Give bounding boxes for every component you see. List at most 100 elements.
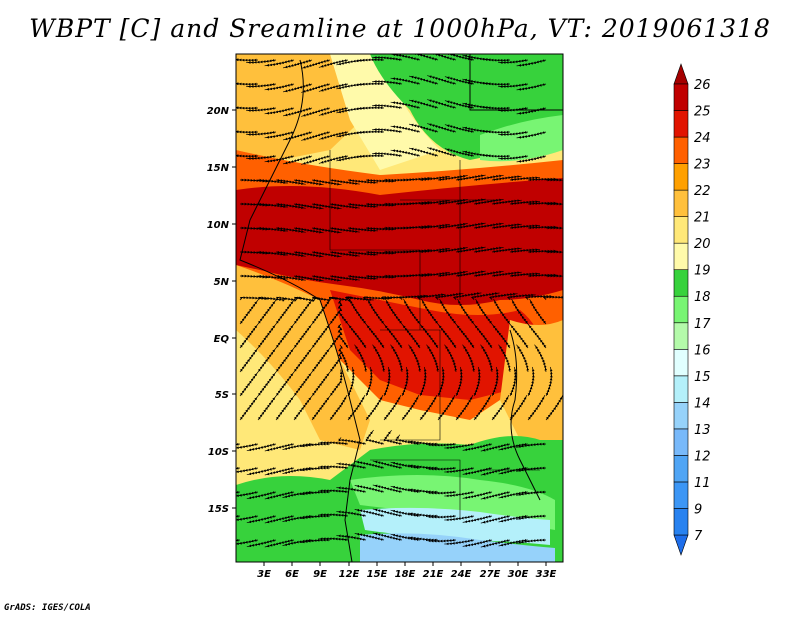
streamline bbox=[365, 395, 384, 421]
streamline bbox=[473, 323, 493, 349]
streamline bbox=[257, 395, 277, 421]
colorbar-segment bbox=[673, 322, 689, 350]
colorbar-label: 7 bbox=[694, 529, 703, 544]
streamline bbox=[419, 395, 438, 421]
streamline bbox=[498, 344, 512, 373]
streamline bbox=[421, 298, 439, 325]
streamline bbox=[293, 347, 313, 373]
colorbar-segment bbox=[673, 402, 689, 430]
streamline bbox=[439, 298, 457, 325]
colorbar-segment bbox=[673, 136, 689, 164]
colorbar: 7 9 11 12 13 14 15 16 17 18 19 20 21 22 23 24 25 26 bbox=[673, 63, 711, 556]
lat-label: 10S bbox=[208, 447, 229, 458]
colorbar-label: 26 bbox=[694, 78, 711, 93]
colorbar-label: 18 bbox=[694, 290, 711, 305]
colorbar-label: 21 bbox=[694, 211, 711, 226]
streamline bbox=[337, 299, 349, 325]
streamline bbox=[390, 344, 404, 373]
lon-label: 18E bbox=[395, 569, 416, 580]
streamline bbox=[347, 395, 366, 421]
streamline bbox=[527, 323, 547, 349]
colorbar-segment bbox=[673, 481, 689, 509]
colorbar-label: 13 bbox=[694, 423, 711, 438]
colorbar-label: 19 bbox=[694, 264, 711, 279]
streamline bbox=[516, 155, 547, 163]
streamline bbox=[473, 395, 492, 421]
streamline bbox=[493, 298, 511, 325]
streamline bbox=[293, 371, 313, 397]
colorbar-min-triangle bbox=[673, 534, 689, 556]
streamline bbox=[367, 298, 385, 325]
streamline bbox=[401, 395, 420, 421]
streamline bbox=[516, 344, 530, 373]
lon-label: 21E bbox=[423, 569, 444, 580]
streamline bbox=[239, 299, 259, 325]
lon-label: 3E bbox=[257, 569, 271, 580]
streamline bbox=[480, 344, 494, 373]
lat-label: 5N bbox=[214, 277, 230, 288]
streamline bbox=[419, 366, 427, 397]
streamline bbox=[311, 347, 331, 373]
streamline bbox=[383, 395, 402, 421]
streamline bbox=[293, 323, 313, 349]
colorbar-segment bbox=[673, 508, 689, 536]
streamline bbox=[516, 538, 547, 544]
streamline bbox=[491, 395, 510, 421]
streamline bbox=[516, 514, 547, 520]
streamline bbox=[239, 347, 259, 373]
streamline bbox=[275, 299, 295, 325]
colorbar-segment bbox=[673, 269, 689, 297]
colorbar-label: 14 bbox=[694, 396, 711, 411]
streamline bbox=[475, 298, 493, 325]
colorbar-segment bbox=[673, 375, 689, 403]
streamline bbox=[516, 490, 547, 496]
streamline bbox=[338, 344, 350, 373]
streamline bbox=[385, 298, 403, 325]
streamline bbox=[516, 131, 547, 139]
streamline bbox=[545, 395, 563, 421]
streamline bbox=[546, 250, 563, 255]
streamline bbox=[546, 178, 563, 183]
colorbar-label: 12 bbox=[694, 449, 711, 464]
streamline bbox=[509, 395, 528, 421]
streamline bbox=[516, 442, 547, 448]
colorbar-label: 11 bbox=[694, 476, 711, 491]
streamline bbox=[426, 344, 440, 373]
streamline bbox=[527, 395, 546, 421]
streamline bbox=[509, 366, 517, 397]
streamline bbox=[546, 202, 563, 207]
lon-label: 9E bbox=[313, 569, 327, 580]
streamline bbox=[534, 344, 548, 373]
lon-axis: 3E 6E 9E 12E 15E 18E 21E 24E 27E 30E 33E bbox=[257, 562, 557, 580]
lon-label: 33E bbox=[536, 569, 557, 580]
streamline bbox=[311, 395, 331, 421]
streamline bbox=[275, 347, 295, 373]
grads-credit: GrADS: IGES/COLA bbox=[4, 603, 91, 613]
map-title: WBPT [C] and Sreamline at 1000hPa, VT: 2… bbox=[29, 14, 771, 43]
streamline bbox=[511, 298, 529, 325]
streamline bbox=[455, 323, 475, 349]
colorbar-segment bbox=[673, 455, 689, 483]
lon-label: 24E bbox=[451, 569, 472, 580]
lat-label: EQ bbox=[214, 334, 230, 345]
streamline bbox=[365, 429, 385, 446]
streamline bbox=[329, 395, 348, 421]
colorbar-label: 25 bbox=[694, 105, 711, 120]
streamline bbox=[337, 323, 349, 349]
streamline bbox=[516, 107, 547, 115]
streamlines bbox=[236, 54, 563, 548]
streamline bbox=[401, 366, 409, 397]
streamline bbox=[546, 226, 563, 231]
lon-label: 30E bbox=[508, 569, 529, 580]
streamline bbox=[257, 371, 277, 397]
streamline bbox=[257, 323, 277, 349]
streamline bbox=[349, 298, 367, 325]
colorbar-label: 15 bbox=[694, 370, 711, 385]
colorbar-segment bbox=[673, 83, 689, 111]
lat-label: 15S bbox=[208, 504, 229, 515]
streamline bbox=[516, 466, 547, 472]
streamline bbox=[437, 323, 457, 349]
map-field bbox=[236, 54, 563, 562]
streamline bbox=[365, 366, 373, 397]
